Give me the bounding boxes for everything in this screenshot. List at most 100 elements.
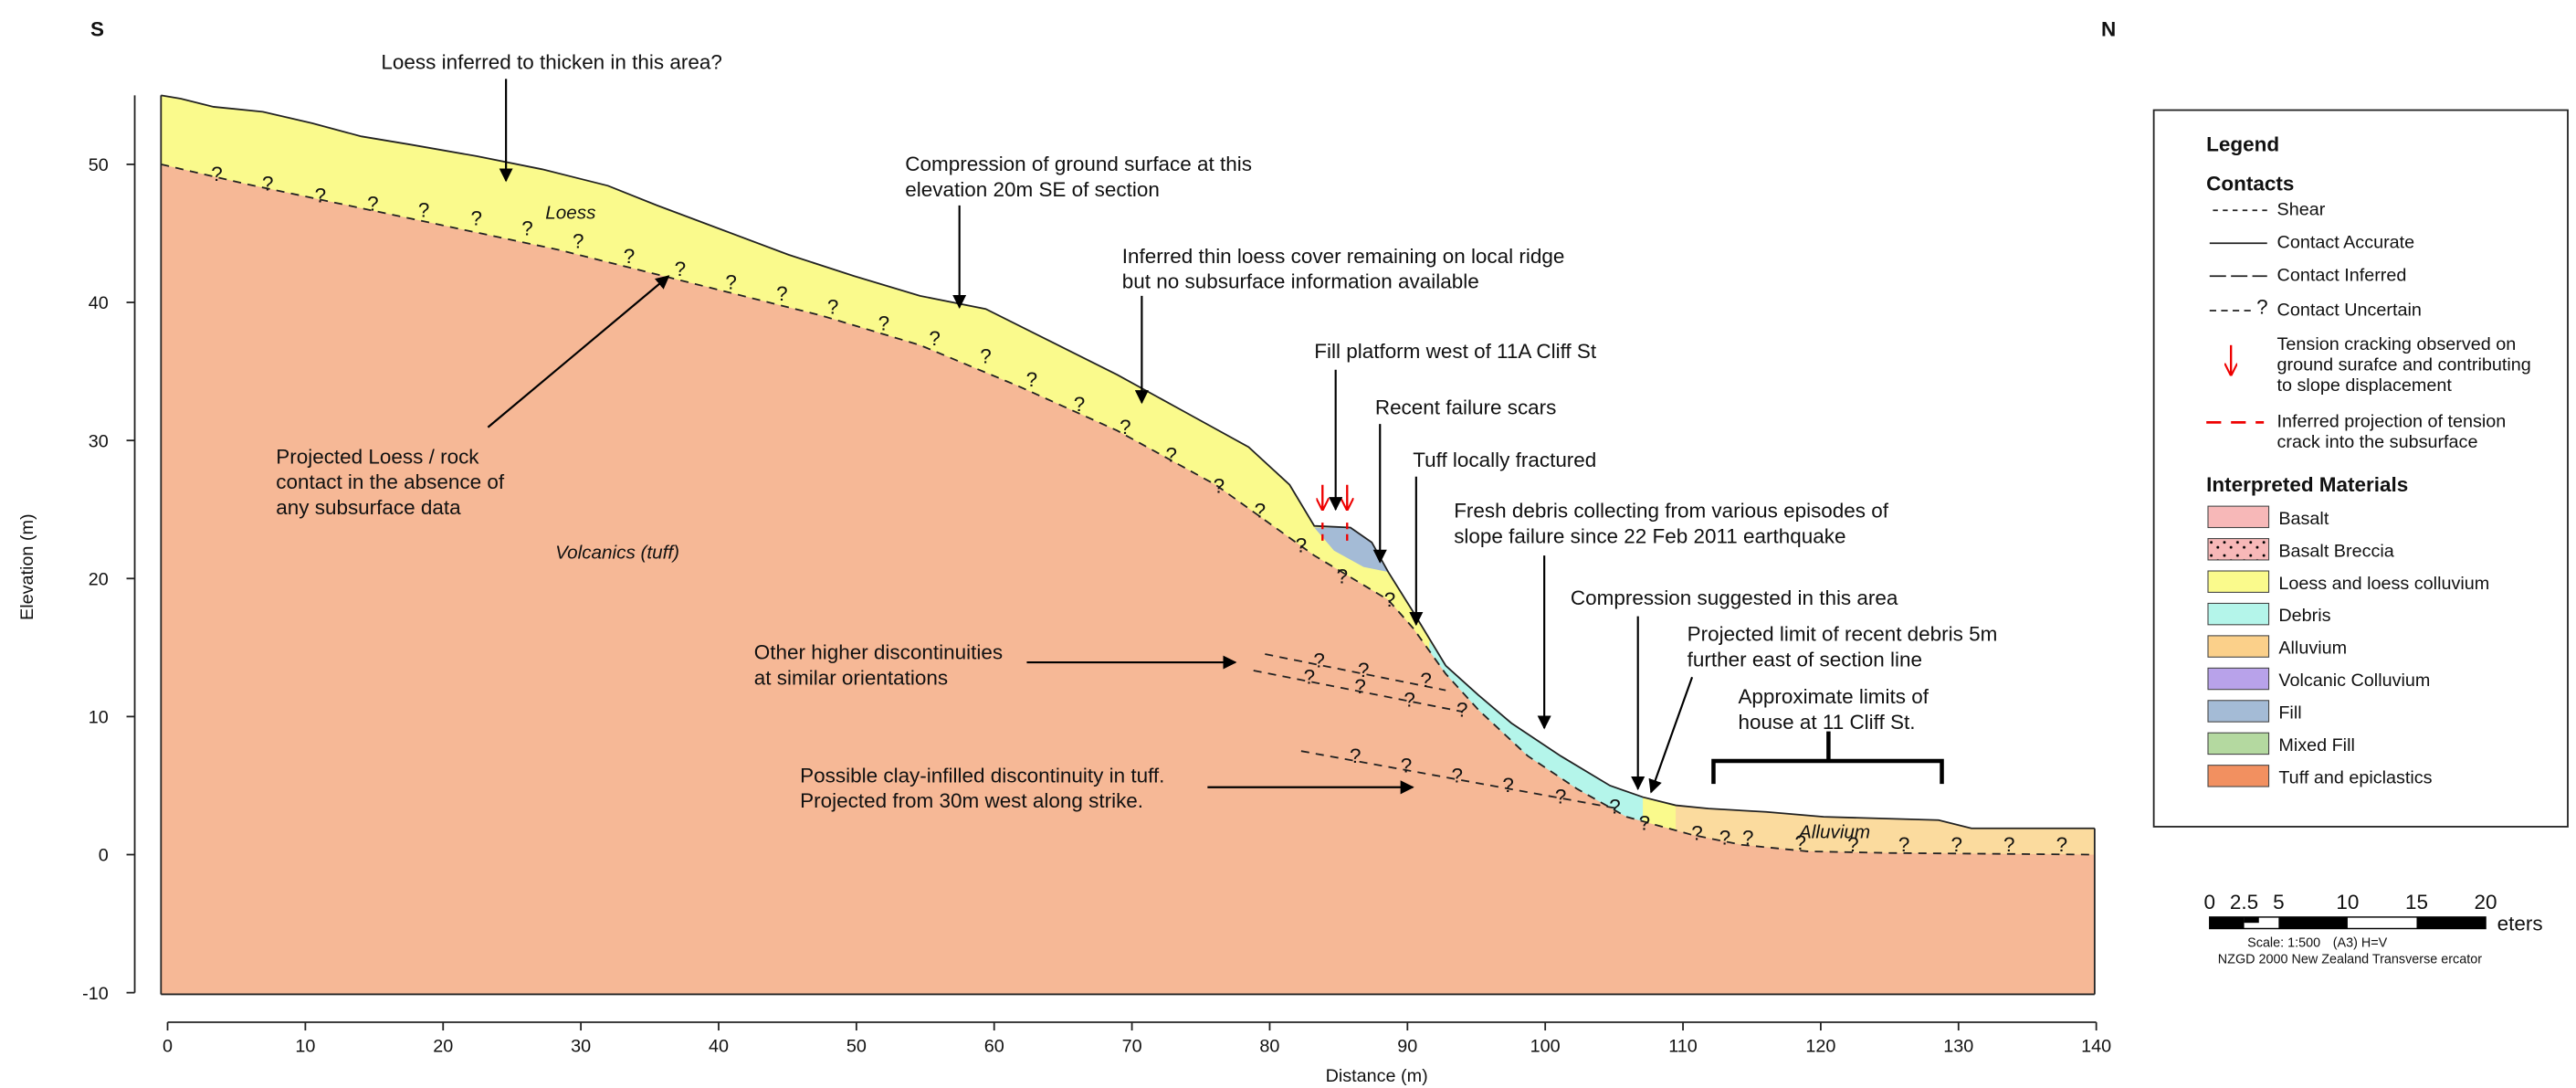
- annotation-arrow: [1651, 677, 1692, 792]
- y-tick-label: 40: [89, 293, 109, 313]
- legend-swatch: [2208, 701, 2269, 722]
- annotation: house at 11 Cliff St.: [1738, 711, 1915, 734]
- orientation-left: S: [90, 18, 104, 41]
- datum: NZGD 2000 New Zealand Transverse ercator: [2218, 952, 2482, 967]
- x-tick-label: 30: [571, 1036, 591, 1056]
- x-tick-label: 140: [2081, 1036, 2111, 1056]
- uncertain-symbol: ?: [1354, 675, 1366, 698]
- legend-label: ground surafce and contributing: [2277, 355, 2531, 375]
- x-tick-label: 0: [163, 1036, 173, 1056]
- uncertain-symbol: ?: [315, 184, 327, 206]
- scale-tick-label: 5: [2273, 891, 2285, 914]
- scale-tick-label: 0: [2204, 891, 2216, 914]
- uncertain-symbol: ?: [1404, 689, 1414, 712]
- annotation: contact in the absence of: [276, 470, 505, 493]
- annotation: Inferred thin loess cover remaining on l…: [1122, 245, 1565, 268]
- uncertain-symbol: ?: [1255, 500, 1267, 523]
- legend-label: Mixed Fill: [2278, 735, 2355, 755]
- legend-swatch: [2208, 539, 2269, 560]
- legend-title: Legend: [2206, 133, 2279, 156]
- annotation: Projected from 30m west along strike.: [800, 789, 1143, 812]
- scale-unit: eters: [2497, 912, 2543, 935]
- legend-label: Inferred projection of tension: [2277, 412, 2507, 432]
- x-tick-label: 70: [1122, 1036, 1142, 1056]
- unit-label: Loess: [545, 202, 595, 223]
- annotation: Projected Loess / rock: [276, 445, 479, 468]
- legend-label: crack into the subsurface: [2277, 432, 2478, 452]
- scale-tick-label: 15: [2405, 891, 2428, 914]
- x-tick-label: 110: [1668, 1036, 1698, 1056]
- uncertain-symbol: ?: [573, 230, 584, 253]
- y-tick-label: 0: [99, 846, 109, 866]
- uncertain-symbol: ?: [980, 345, 992, 368]
- x-tick-label: 100: [1530, 1036, 1561, 1056]
- y-tick-label: 10: [89, 708, 109, 728]
- uncertain-symbol: ?: [827, 296, 839, 319]
- uncertain-symbol: ?: [1719, 827, 1731, 850]
- scale-tick-label: 20: [2475, 891, 2497, 914]
- uncertain-symbol: ?: [675, 258, 687, 280]
- uncertain-symbol: ?: [1950, 833, 1962, 856]
- uncertain-symbol: ?: [1350, 745, 1362, 767]
- orientation-right: N: [2101, 18, 2116, 41]
- uncertain-symbol: ?: [878, 312, 890, 335]
- annotation: Compression suggested in this area: [1571, 586, 1898, 609]
- legend-swatch: [2208, 733, 2269, 754]
- legend-label: Fill: [2278, 703, 2301, 724]
- annotation: further east of section line: [1688, 649, 1922, 671]
- x-tick-label: 120: [1805, 1036, 1835, 1056]
- x-tick-label: 10: [295, 1036, 315, 1056]
- legend-swatch: [2208, 636, 2269, 657]
- uncertain-symbol: ?: [1456, 698, 1468, 721]
- uncertain-symbol: ?: [1420, 669, 1432, 692]
- annotation: Projected limit of recent debris 5m: [1688, 623, 1998, 646]
- annotation: Fresh debris collecting from various epi…: [1454, 500, 1889, 523]
- annotation: Compression of ground surface at this: [905, 153, 1252, 175]
- uncertain-symbol: ?: [521, 217, 533, 239]
- y-tick-label: 30: [89, 431, 109, 451]
- legend-swatch: [2208, 506, 2269, 527]
- uncertain-symbol: ?: [2056, 833, 2068, 856]
- legend-label: Shear: [2277, 200, 2326, 220]
- x-tick-label: 90: [1397, 1036, 1417, 1056]
- annotation: any subsurface data: [276, 496, 461, 519]
- legend-label: Contact Accurate: [2277, 233, 2415, 253]
- uncertain-symbol: ?: [470, 206, 482, 229]
- legend-label: Contact Inferred: [2277, 266, 2407, 286]
- uncertain-symbol: ?: [2003, 833, 2015, 856]
- annotation: Possible clay-infilled discontinuity in …: [800, 764, 1164, 787]
- legend-label: Basalt Breccia: [2278, 541, 2393, 561]
- uncertain-symbol: ?: [262, 173, 274, 195]
- legend-heading: Interpreted Materials: [2206, 473, 2408, 496]
- uncertain-symbol: ?: [1639, 812, 1651, 835]
- uncertain-symbol: ?: [1214, 475, 1225, 498]
- cross-section: ????????????????????????????????????????…: [0, 0, 2576, 1088]
- uncertain-symbol: ?: [1742, 827, 1754, 850]
- scale-bar-block: [2210, 917, 2245, 929]
- x-tick-label: 130: [1943, 1036, 1973, 1056]
- x-tick-label: 40: [709, 1036, 729, 1056]
- annotation: Recent failure scars: [1375, 396, 1557, 418]
- legend-swatch: [2208, 571, 2269, 592]
- annotation: Approximate limits of: [1738, 685, 1929, 708]
- uncertain-symbol: ?: [1337, 565, 1349, 588]
- legend-label: Alluvium: [2278, 639, 2347, 659]
- legend-label: to slope displacement: [2277, 375, 2453, 396]
- y-axis-label: Elevation (m): [17, 513, 37, 620]
- uncertain-symbol: ?: [1166, 444, 1178, 467]
- uncertain-symbol: ?: [1313, 649, 1325, 671]
- annotation: elevation 20m SE of section: [905, 178, 1160, 201]
- uncertain-symbol: ?: [776, 282, 788, 305]
- uncertain-symbol: ?: [1502, 774, 1514, 797]
- legend-label: Contact Uncertain: [2277, 300, 2422, 320]
- scale-bar-block: [2245, 917, 2259, 923]
- x-axis-label: Distance (m): [1326, 1066, 1428, 1086]
- x-tick-label: 80: [1259, 1036, 1279, 1056]
- scale-tick-label: 10: [2336, 891, 2359, 914]
- uncertain-symbol: ?: [725, 271, 737, 294]
- uncertain-symbol: ?: [929, 327, 941, 350]
- y-tick-label: 20: [89, 569, 109, 589]
- uncertain-symbol: ?: [1691, 821, 1703, 844]
- x-tick-label: 50: [846, 1036, 867, 1056]
